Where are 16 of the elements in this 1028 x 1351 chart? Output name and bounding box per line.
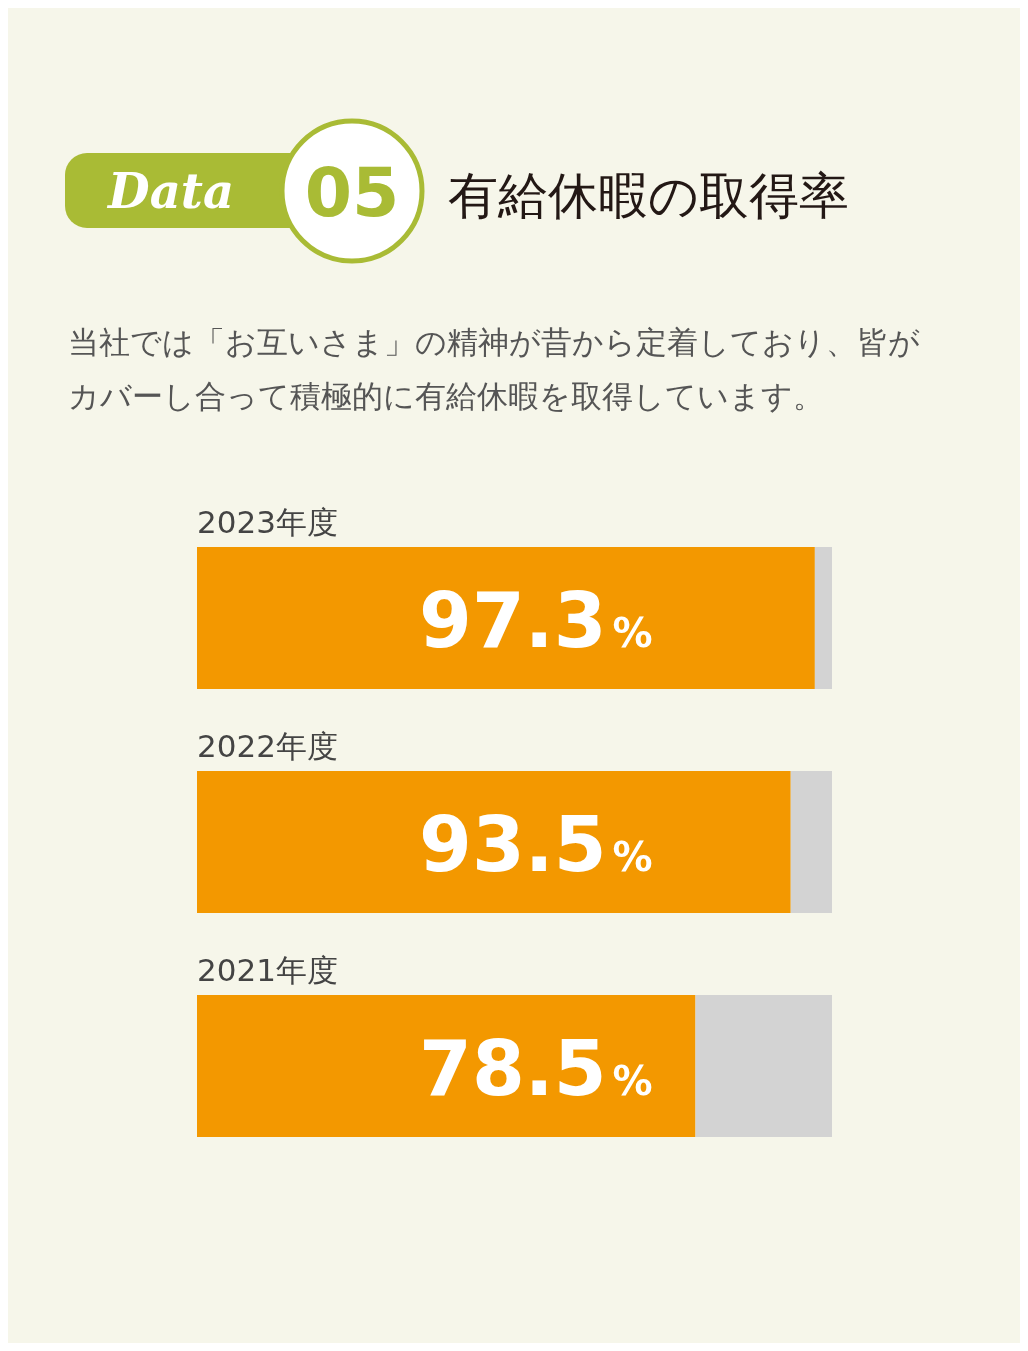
y-tick-label: 2023年度 [197,504,338,540]
bar [695,995,832,1137]
text: Data [106,163,234,219]
bar [197,547,815,689]
bar [197,995,696,1137]
y-tick-label: 2021年度 [197,952,338,988]
bar [814,547,832,689]
data-label: 93.5% [419,800,653,889]
bar [197,771,791,913]
data-label: 97.3% [419,576,653,665]
chart-subtitle: 当社では「お互いさま」の精神が昔から定着しており、皆がカバーし合って積極的に有給休暇を取得しています。 [68,324,920,414]
chart-title: 有給休暇の取得率 [448,167,849,225]
bar [790,771,832,913]
text: 05 [304,153,400,232]
data-label: 78.5% [419,1024,653,1113]
y-tick-label: 2022年度 [197,728,338,764]
